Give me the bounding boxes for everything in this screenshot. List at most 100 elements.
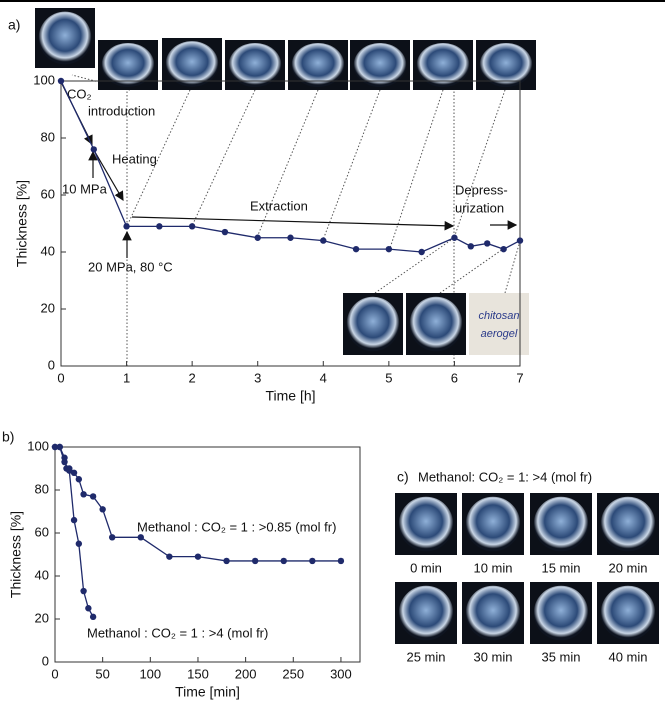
annotation: aerogel xyxy=(481,328,518,340)
data-point xyxy=(223,558,229,564)
data-point xyxy=(281,558,287,564)
data-point xyxy=(61,459,67,465)
data-point xyxy=(500,246,506,252)
data-point xyxy=(156,223,162,229)
photo-lens xyxy=(466,497,521,552)
x-tick-label: 5 xyxy=(385,370,392,385)
x-tick-label: 150 xyxy=(187,666,209,681)
photo-lens xyxy=(347,297,400,352)
data-point xyxy=(166,553,172,559)
photo-caption: 10 min xyxy=(473,560,512,575)
photo-lens xyxy=(601,497,656,552)
data-point xyxy=(195,553,201,559)
data-point xyxy=(353,246,359,252)
y-tick-label: 60 xyxy=(35,524,49,539)
y-tick-label: 60 xyxy=(41,186,55,201)
x-axis-label: Time [min] xyxy=(175,684,240,700)
data-point xyxy=(80,588,86,594)
photo-lens xyxy=(534,586,589,641)
data-point xyxy=(320,237,326,243)
data-point xyxy=(76,476,82,482)
panel-label: a) xyxy=(8,17,20,33)
data-point xyxy=(99,506,105,512)
data-point xyxy=(287,235,293,241)
data-point xyxy=(91,146,97,152)
figure: 01234567020406080100Time [h]Thickness [%… xyxy=(0,0,665,707)
y-tick-label: 80 xyxy=(35,481,49,496)
y-tick-label: 0 xyxy=(48,357,55,372)
y-tick-label: 100 xyxy=(33,72,55,87)
y-axis-label: Thickness [%] xyxy=(14,180,30,267)
annotation: Extraction xyxy=(250,198,308,213)
x-tick-label: 1 xyxy=(123,370,130,385)
photo-caption: 15 min xyxy=(541,560,580,575)
data-point xyxy=(66,467,72,473)
photo-caption: 40 min xyxy=(608,649,647,664)
data-point xyxy=(386,246,392,252)
photo-caption: 35 min xyxy=(541,649,580,664)
x-tick-label: 0 xyxy=(57,370,64,385)
data-point xyxy=(90,493,96,499)
photo-lens xyxy=(354,43,407,87)
annotation: Depress- xyxy=(455,182,508,197)
series-label: Methanol : CO₂ = 1 : >0.85 (mol fr) xyxy=(137,519,336,534)
y-tick-label: 40 xyxy=(41,243,55,258)
photo-caption: 20 min xyxy=(608,560,647,575)
photo-lens xyxy=(480,43,533,87)
data-point xyxy=(138,534,144,540)
data-point xyxy=(468,243,474,249)
photo-lens xyxy=(417,43,470,87)
data-point xyxy=(90,614,96,620)
x-tick-label: 300 xyxy=(330,666,352,681)
annotation: urization xyxy=(455,200,504,215)
y-tick-label: 80 xyxy=(41,129,55,144)
x-tick-label: 3 xyxy=(254,370,261,385)
data-line xyxy=(55,447,341,561)
annotation: introduction xyxy=(88,103,155,118)
data-point xyxy=(252,558,258,564)
data-point xyxy=(418,249,424,255)
data-point xyxy=(85,605,91,611)
y-axis-label: Thickness [%] xyxy=(8,511,24,598)
x-tick-label: 100 xyxy=(139,666,161,681)
x-tick-label: 200 xyxy=(235,666,257,681)
data-point xyxy=(109,534,115,540)
data-point xyxy=(255,235,261,241)
data-point xyxy=(189,223,195,229)
annotation: chitosan xyxy=(479,310,520,322)
annotation: 20 MPa, 80 °C xyxy=(88,259,173,274)
y-tick-label: 20 xyxy=(41,300,55,315)
x-tick-label: 2 xyxy=(189,370,196,385)
photo-caption: 25 min xyxy=(406,649,445,664)
photo-lens xyxy=(466,586,521,641)
photo-caption: 0 min xyxy=(410,560,442,575)
photo-lens xyxy=(102,43,155,87)
panel-label: c) xyxy=(397,469,409,485)
data-point xyxy=(58,78,64,84)
data-point xyxy=(451,235,457,241)
x-axis-label: Time [h] xyxy=(265,388,315,404)
annotation: Heating xyxy=(112,151,157,166)
y-tick-label: 20 xyxy=(35,610,49,625)
data-point xyxy=(338,558,344,564)
annotation: 10 MPa xyxy=(62,181,108,196)
data-point xyxy=(222,229,228,235)
data-point xyxy=(484,240,490,246)
photo-lens xyxy=(410,297,463,352)
x-tick-label: 0 xyxy=(51,666,58,681)
photo-lens xyxy=(399,586,454,641)
y-tick-label: 100 xyxy=(27,438,49,453)
x-tick-label: 7 xyxy=(516,370,523,385)
photo-lens xyxy=(534,497,589,552)
panel-title: Methanol: CO₂ = 1: >4 (mol fr) xyxy=(418,469,592,484)
series-label: Methanol : CO₂ = 1 : >4 (mol fr) xyxy=(87,625,268,640)
photo-lens xyxy=(229,43,282,87)
data-point xyxy=(80,491,86,497)
photo-lens xyxy=(166,41,219,87)
data-point xyxy=(71,517,77,523)
photo-lens xyxy=(292,43,345,87)
x-tick-label: 4 xyxy=(320,370,327,385)
panel-label: b) xyxy=(2,429,14,445)
x-tick-label: 50 xyxy=(95,666,109,681)
photo-caption: 30 min xyxy=(473,649,512,664)
